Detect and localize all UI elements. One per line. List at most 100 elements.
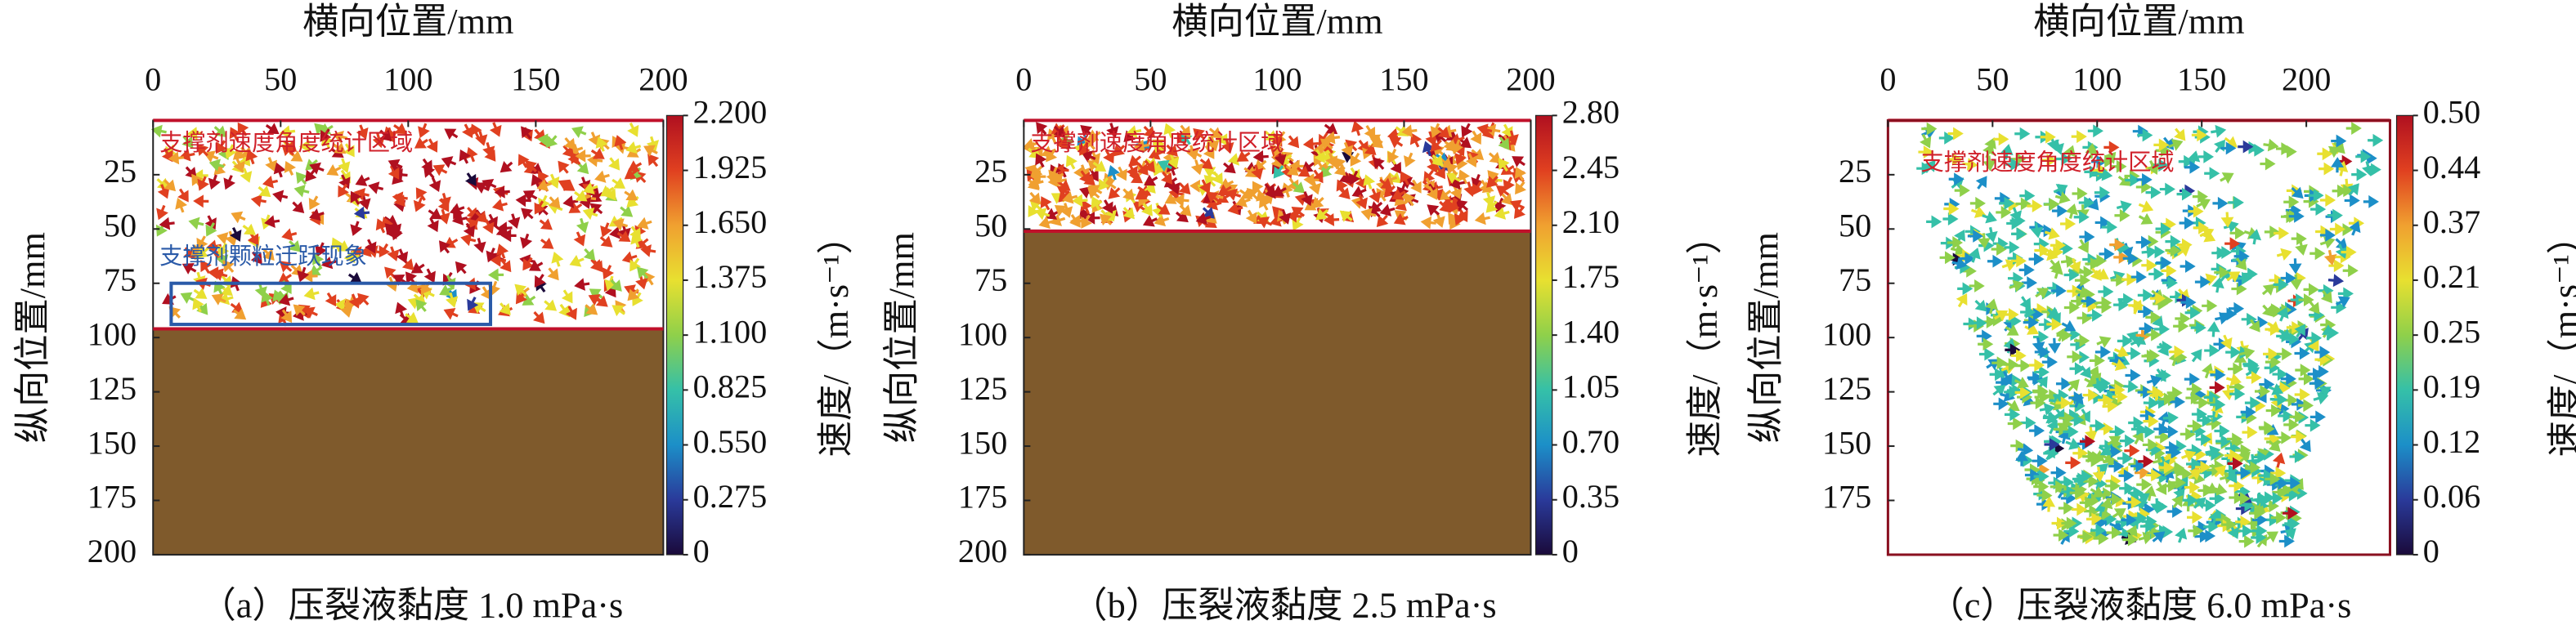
arrow-shape (240, 167, 253, 183)
velocity-arrow (494, 185, 510, 199)
velocity-arrow (1512, 156, 1525, 167)
velocity-arrow (2211, 124, 2227, 138)
velocity-arrow (496, 243, 509, 259)
arrow-shape (2344, 194, 2360, 208)
arrow-shape (2014, 127, 2031, 141)
arrow-shape (2209, 492, 2225, 506)
velocity-arrow (635, 237, 649, 249)
arrow-shape (624, 189, 638, 201)
velocity-arrow (2288, 258, 2302, 275)
arrow-shape (494, 185, 510, 199)
arrow-shape (2260, 157, 2276, 171)
arrow-shape (2197, 150, 2215, 163)
velocity-arrow (2004, 408, 2021, 422)
arrow-shape (620, 205, 634, 217)
velocity-arrow (1926, 215, 1942, 229)
velocity-arrow (388, 158, 403, 172)
velocity-arrow (2309, 247, 2326, 261)
velocity-arrow (610, 279, 622, 292)
y-tick-label: 100 (958, 315, 1007, 352)
velocity-arrow (279, 261, 293, 273)
velocity-arrow (2231, 282, 2247, 296)
velocity-arrow (437, 198, 450, 212)
arrow-shape (250, 194, 267, 208)
panel-caption: （a）压裂液黏度 1.0 mPa·s (199, 586, 623, 626)
velocity-arrow (1975, 176, 1987, 190)
velocity-arrow (624, 189, 638, 201)
velocity-arrow (489, 122, 502, 137)
arrow-shape (460, 233, 477, 247)
velocity-arrow (562, 195, 579, 208)
velocity-arrow (599, 235, 613, 248)
arrow-shape (463, 222, 476, 238)
colorbar-tick-label: 0.19 (2423, 368, 2480, 405)
arrow-shape (2329, 222, 2345, 236)
arrow-shape (467, 297, 479, 311)
arrow-shape (156, 204, 168, 221)
arrow-shape (230, 226, 242, 242)
velocity-arrow (262, 175, 279, 189)
velocity-arrow (1954, 184, 1970, 198)
velocity-arrow (297, 266, 310, 283)
arrow-shape (2166, 505, 2183, 518)
arrow-shape (2067, 350, 2083, 364)
velocity-arrow (426, 138, 438, 153)
arrow-shape (528, 260, 544, 271)
velocity-arrow (240, 167, 253, 183)
arrow-shape (459, 149, 471, 164)
velocity-arrow (181, 135, 194, 149)
arrow-shape (2051, 204, 2068, 218)
velocity-arrow (358, 194, 371, 210)
velocity-arrow (2058, 502, 2074, 515)
arrow-shape (2204, 344, 2220, 358)
arrow-shape (547, 173, 560, 189)
arrow-shape (2327, 274, 2345, 288)
arrow-shape (591, 259, 603, 273)
y-tick-label: 200 (958, 533, 1007, 569)
arrow-shape (576, 217, 589, 234)
velocity-arrow (2166, 505, 2183, 518)
arrow-shape (2288, 258, 2302, 275)
arrow-shape (588, 294, 603, 306)
velocity-arrow (627, 122, 639, 137)
colorbar-tick-label: 0.70 (1562, 423, 1620, 460)
arrow-shape (2283, 417, 2300, 431)
velocity-arrow (213, 280, 226, 296)
velocity-arrow (230, 301, 244, 314)
velocity-arrow (372, 132, 385, 149)
velocity-arrow (264, 215, 280, 229)
arrow-shape (1978, 337, 1994, 351)
arrow-shape (289, 239, 301, 252)
velocity-arrow (2028, 424, 2045, 438)
arrow-shape (1474, 212, 1490, 225)
x-tick-label: 150 (511, 60, 560, 97)
arrow-shape (500, 161, 513, 173)
velocity-arrow (588, 294, 603, 306)
x-tick-label: 100 (1252, 60, 1301, 97)
velocity-arrow (1154, 213, 1170, 227)
arrow-shape (1512, 156, 1525, 167)
arrow-shape (1969, 196, 1987, 210)
arrow-shape (410, 261, 425, 274)
y-tick-label: 175 (958, 479, 1007, 516)
velocity-arrow (463, 222, 476, 238)
colorbar-tick-label: 0.37 (2423, 203, 2480, 240)
velocity-arrow (2117, 452, 2134, 465)
arrow-shape (2054, 191, 2071, 204)
arrow-shape (2065, 456, 2081, 470)
velocity-arrow (2272, 452, 2286, 468)
velocity-arrow (1996, 206, 2012, 219)
arrow-shape (405, 311, 419, 324)
velocity-arrow (188, 217, 204, 230)
velocity-arrow (410, 261, 425, 274)
velocity-arrow (379, 243, 391, 258)
arrow-shape (521, 208, 534, 220)
arrow-shape (2044, 198, 2060, 212)
arrow-shape (233, 158, 245, 173)
velocity-arrow (308, 264, 323, 276)
arrow-shape (2206, 321, 2220, 337)
velocity-arrow (582, 208, 598, 221)
velocity-arrow (2276, 248, 2292, 261)
velocity-arrow (413, 197, 426, 212)
arrow-shape (192, 297, 204, 313)
